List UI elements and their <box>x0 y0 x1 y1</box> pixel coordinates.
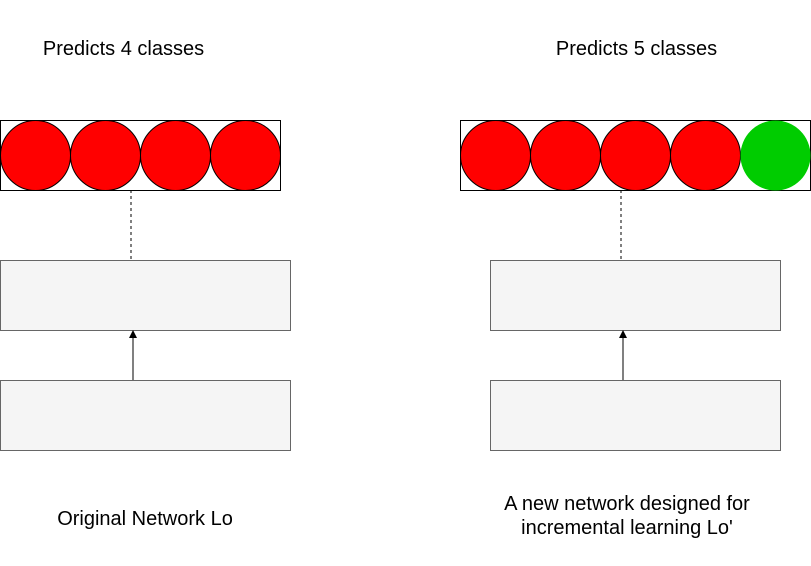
left-network-title: Predicts 4 classes <box>42 38 205 60</box>
right-hidden-layer-box <box>490 260 781 331</box>
right-output-units <box>460 120 811 191</box>
left-output-unit-4 <box>210 120 281 191</box>
left-input-layer-box <box>0 380 291 451</box>
left-output-unit-2 <box>70 120 141 191</box>
right-network-caption: A new network designed for incremental l… <box>452 492 802 540</box>
left-output-unit-3 <box>140 120 211 191</box>
right-network-caption-line2: incremental learning Lo' <box>521 517 733 539</box>
right-output-unit-2 <box>530 120 601 191</box>
left-network-caption: Original Network Lo <box>57 508 233 530</box>
right-output-unit-4 <box>670 120 741 191</box>
left-output-unit-1 <box>0 120 71 191</box>
right-network-title: Predicts 5 classes <box>555 38 718 60</box>
right-input-layer-box <box>490 380 781 451</box>
left-network <box>0 120 291 451</box>
right-network-caption-line1: A new network designed for <box>504 493 750 515</box>
right-output-unit-1 <box>460 120 531 191</box>
right-output-unit-3 <box>600 120 671 191</box>
right-output-unit-5-new-class <box>740 120 811 191</box>
left-output-units <box>0 120 281 191</box>
right-network <box>460 120 811 451</box>
left-hidden-layer-box <box>0 260 291 331</box>
